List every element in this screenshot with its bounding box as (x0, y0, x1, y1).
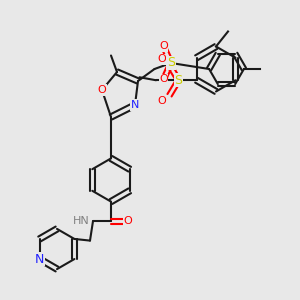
Text: O: O (123, 216, 132, 226)
Text: HN: HN (73, 216, 90, 226)
Text: O: O (158, 96, 166, 106)
Text: O: O (159, 74, 168, 85)
Text: N: N (131, 100, 139, 110)
Text: S: S (175, 74, 182, 87)
Text: O: O (159, 41, 168, 52)
Text: N: N (35, 253, 44, 266)
Text: O: O (98, 85, 106, 95)
Text: S: S (167, 56, 175, 70)
Text: O: O (158, 54, 166, 64)
